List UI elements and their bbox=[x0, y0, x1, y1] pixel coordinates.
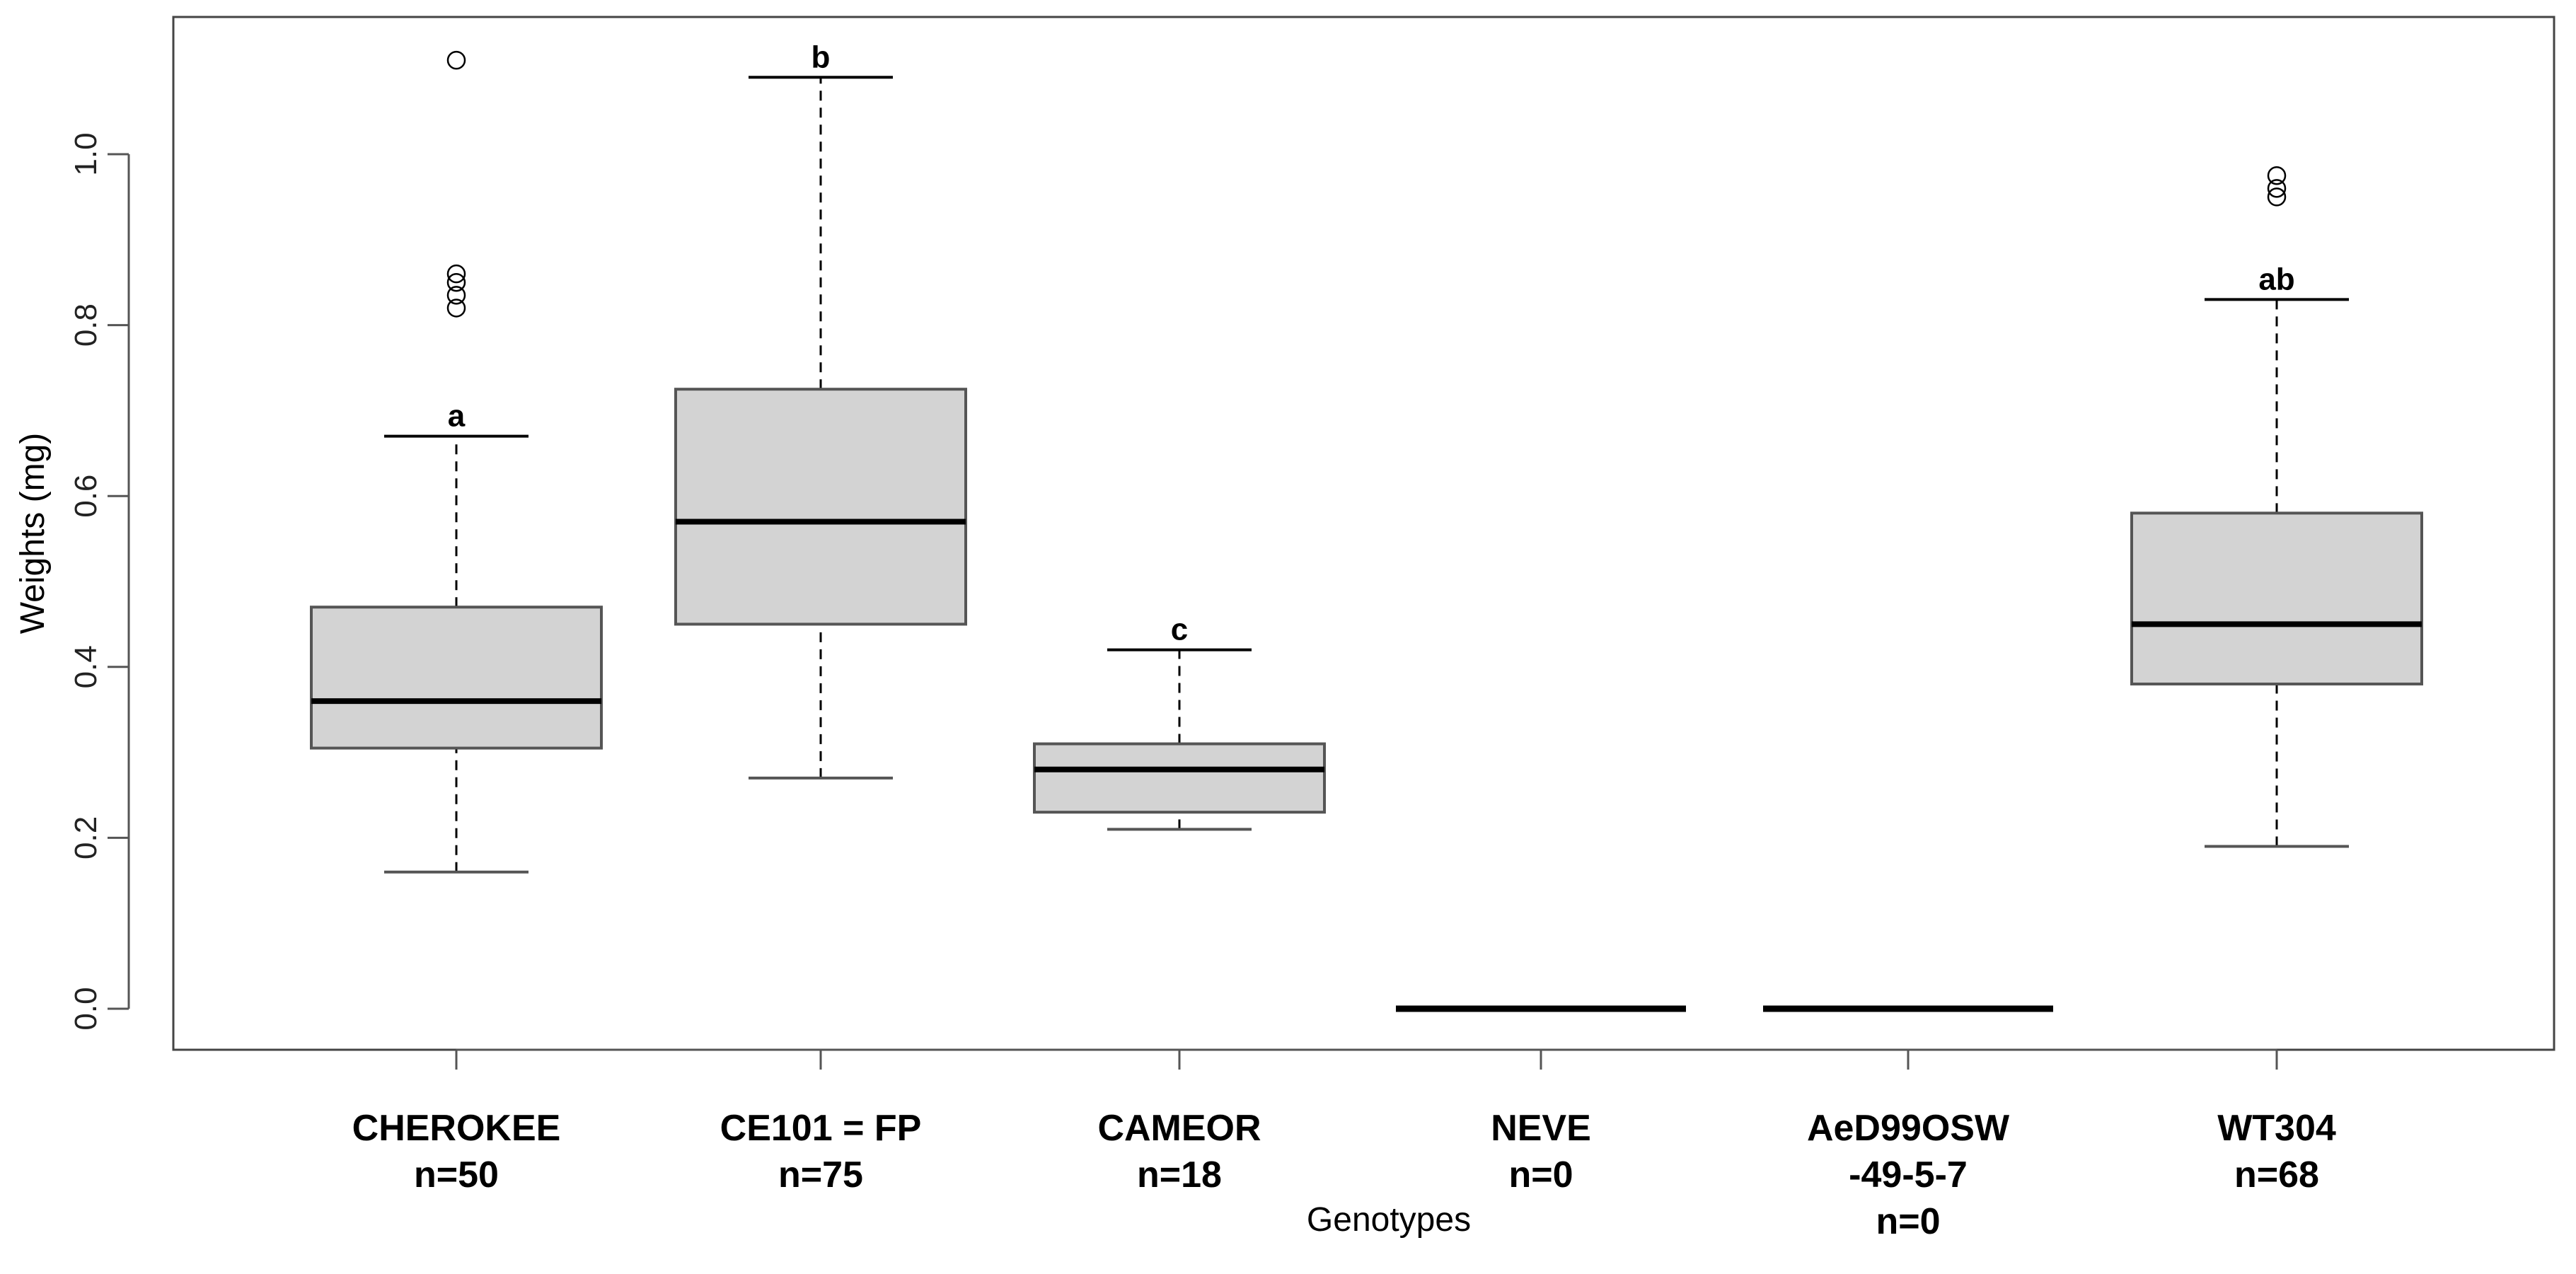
y-tick-label: 0.0 bbox=[69, 987, 103, 1030]
y-axis-title: Weights (mg) bbox=[14, 433, 52, 635]
category-label: CHEROKEE n=50 bbox=[352, 1108, 561, 1195]
category-label: AeD99OSW -49-5-7 n=0 bbox=[1807, 1108, 2010, 1242]
y-tick-label: 1.0 bbox=[69, 132, 103, 175]
y-tick-label: 0.6 bbox=[69, 475, 103, 518]
category-label: CAMEOR n=18 bbox=[1097, 1108, 1261, 1195]
category-label-line: n=18 bbox=[1137, 1154, 1222, 1195]
box-group: AeD99OSW -49-5-7 n=0 bbox=[1763, 1005, 2053, 1242]
category-label-line: AeD99OSW bbox=[1807, 1108, 2010, 1149]
outlier-point bbox=[446, 264, 466, 284]
box-group: c CAMEOR n=18 bbox=[1033, 613, 1326, 1195]
outlier-point bbox=[446, 272, 466, 292]
iqr-box bbox=[674, 388, 967, 626]
outlier-point bbox=[446, 286, 466, 305]
x-axis-title: Genotypes bbox=[1307, 1201, 1471, 1239]
significance-letter: a bbox=[448, 399, 466, 434]
iqr-box bbox=[2130, 511, 2423, 685]
box-group: b CE101 = FP n=75 bbox=[674, 40, 967, 1195]
x-axis bbox=[455, 1048, 2278, 1070]
box-group: NEVE n=0 bbox=[1396, 1005, 1686, 1195]
category-label-line: n=75 bbox=[778, 1154, 863, 1195]
outlier-point bbox=[446, 299, 466, 318]
category-label: CE101 = FP n=75 bbox=[720, 1108, 922, 1195]
y-axis: 0.0 0.2 0.4 0.6 0.8 1.0 bbox=[69, 132, 130, 1031]
box-group: a CHEROKEE n=50 bbox=[310, 50, 603, 1195]
boxes: a CHEROKEE n=50 b CE101 = FP n=75 c CAMEOR n=18 N… bbox=[310, 40, 2423, 1242]
y-tick-label: 0.8 bbox=[69, 303, 103, 347]
outlier-point bbox=[2267, 166, 2287, 185]
category-label-line: CAMEOR bbox=[1097, 1108, 1261, 1149]
category-label: WT304 n=68 bbox=[2217, 1108, 2336, 1195]
category-label: NEVE n=0 bbox=[1491, 1108, 1591, 1195]
box-group: ab WT304 n=68 bbox=[2130, 166, 2423, 1195]
significance-letter: ab bbox=[2258, 262, 2294, 296]
category-label-line: n=0 bbox=[1876, 1201, 1940, 1242]
significance-letter: c bbox=[1171, 613, 1188, 647]
category-label-line: NEVE bbox=[1491, 1108, 1591, 1149]
iqr-box bbox=[1033, 742, 1326, 814]
category-label-line: CHEROKEE bbox=[352, 1108, 561, 1149]
category-label-line: -49-5-7 bbox=[1849, 1154, 1968, 1195]
outlier-point bbox=[2267, 187, 2287, 207]
y-tick-label: 0.2 bbox=[69, 816, 103, 859]
outlier-point bbox=[2267, 179, 2287, 198]
category-label-line: n=68 bbox=[2234, 1154, 2319, 1195]
significance-letter: b bbox=[812, 40, 831, 74]
category-label-line: n=0 bbox=[1508, 1154, 1573, 1195]
iqr-box bbox=[310, 606, 603, 750]
category-label-line: n=50 bbox=[414, 1154, 499, 1195]
outlier-point bbox=[446, 50, 466, 70]
category-label-line: CE101 = FP bbox=[720, 1108, 922, 1149]
category-label-line: WT304 bbox=[2217, 1108, 2336, 1149]
y-tick-label: 0.4 bbox=[69, 645, 103, 688]
